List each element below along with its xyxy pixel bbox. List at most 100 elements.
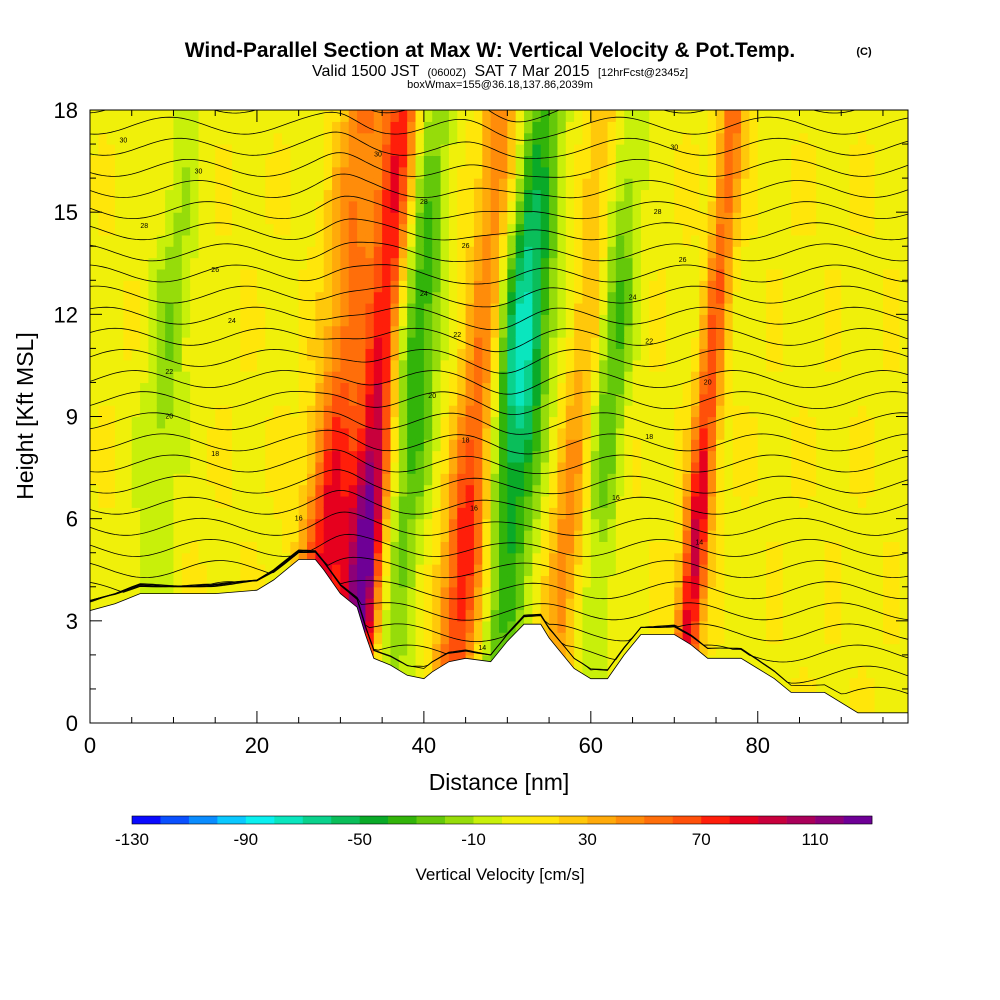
velocity-cell (315, 507, 325, 520)
velocity-cell (198, 212, 208, 225)
velocity-cell (674, 325, 684, 338)
velocity-cell (198, 586, 208, 599)
velocity-cell (791, 132, 801, 145)
velocity-cell (290, 200, 300, 213)
velocity-cell (398, 518, 408, 531)
velocity-cell (782, 552, 792, 565)
velocity-cell (532, 564, 542, 577)
velocity-cell (657, 530, 667, 542)
velocity-cell (106, 427, 116, 440)
velocity-cell (332, 416, 342, 429)
velocity-cell (490, 302, 500, 315)
velocity-cell (782, 121, 792, 134)
velocity-cell (665, 507, 675, 520)
velocity-cell (557, 564, 567, 577)
velocity-cell (373, 325, 383, 338)
velocity-cell (540, 337, 550, 349)
velocity-cell (799, 144, 809, 157)
velocity-cell (181, 427, 191, 440)
velocity-cell (382, 439, 392, 452)
velocity-cell (407, 518, 417, 531)
velocity-cell (457, 416, 467, 429)
velocity-cell (565, 484, 575, 497)
velocity-cell (640, 337, 650, 349)
velocity-cell (131, 302, 141, 315)
velocity-cell (524, 189, 533, 202)
velocity-cell (231, 359, 241, 372)
velocity-cell (741, 586, 751, 599)
velocity-cell (115, 121, 124, 134)
velocity-cell (824, 257, 834, 270)
velocity-cell (607, 609, 617, 622)
velocity-cell (849, 178, 859, 191)
velocity-cell (724, 246, 734, 259)
velocity-cell (824, 155, 834, 168)
velocity-cell (624, 348, 634, 361)
velocity-cell (682, 495, 692, 508)
velocity-cell (407, 393, 417, 406)
velocity-cell (482, 302, 492, 315)
velocity-cell (807, 609, 817, 622)
velocity-cell (148, 495, 158, 508)
velocity-cell (549, 359, 559, 372)
velocity-cell (398, 541, 408, 554)
velocity-cell (315, 234, 325, 247)
velocity-cell (549, 609, 559, 622)
velocity-cell (190, 439, 200, 452)
velocity-cell (390, 598, 400, 611)
velocity-cell (281, 268, 291, 281)
velocity-cell (490, 132, 500, 145)
velocity-cell (565, 371, 575, 384)
velocity-cell (490, 427, 500, 440)
velocity-cell (223, 144, 233, 157)
velocity-cell (290, 348, 300, 361)
velocity-cell (841, 461, 851, 474)
velocity-cell (657, 337, 667, 349)
velocity-cell (448, 575, 458, 588)
velocity-cell (674, 200, 684, 213)
velocity-cell (816, 325, 826, 338)
velocity-cell (741, 484, 751, 497)
velocity-cell (432, 450, 442, 463)
velocity-cell (340, 166, 350, 179)
velocity-cell (707, 518, 717, 531)
velocity-cell (749, 416, 759, 429)
velocity-cell (582, 200, 592, 213)
velocity-cell (482, 337, 492, 349)
velocity-cell (281, 427, 291, 440)
velocity-cell (432, 155, 442, 168)
velocity-cell (499, 325, 508, 338)
velocity-cell (198, 178, 208, 191)
velocity-cell (649, 461, 659, 474)
velocity-cell (181, 530, 191, 542)
velocity-cell (490, 155, 500, 168)
velocity-cell (490, 461, 500, 474)
velocity-cell (398, 484, 408, 497)
velocity-cell (106, 450, 116, 463)
velocity-cell (165, 189, 175, 202)
velocity-cell (432, 257, 442, 270)
velocity-cell (540, 166, 550, 179)
velocity-cell (382, 234, 392, 247)
velocity-cell (590, 302, 600, 315)
velocity-cell (106, 166, 116, 179)
velocity-cell (198, 268, 208, 281)
velocity-cell (782, 302, 792, 315)
velocity-cell (332, 552, 342, 565)
velocity-cell (123, 541, 133, 554)
velocity-cell (574, 155, 584, 168)
velocity-cell (315, 314, 325, 327)
velocity-cell (298, 257, 308, 270)
velocity-cell (348, 337, 358, 349)
velocity-cell (615, 291, 625, 304)
velocity-cell (807, 495, 817, 508)
velocity-cell (323, 541, 333, 554)
velocity-cell (365, 132, 375, 145)
velocity-cell (674, 257, 684, 270)
velocity-cell (682, 359, 692, 372)
velocity-cell (724, 564, 734, 577)
velocity-cell (390, 246, 400, 259)
velocity-cell (640, 598, 650, 611)
velocity-cell (415, 405, 425, 418)
velocity-cell (857, 507, 867, 520)
